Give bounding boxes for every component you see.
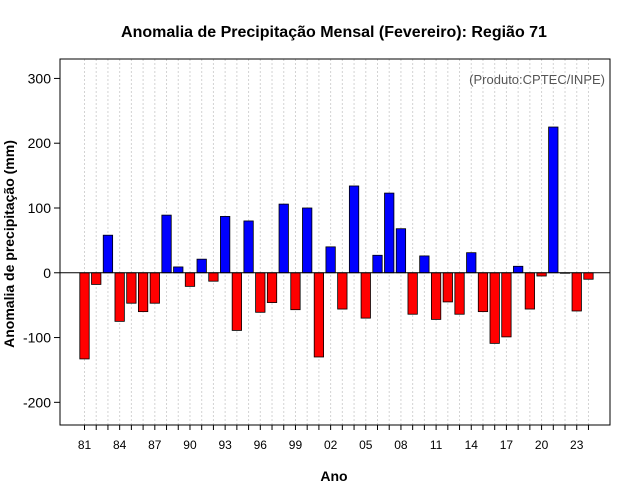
bar-2006 (372, 254, 383, 274)
bar-2007 (384, 192, 395, 274)
bar-1991 (196, 258, 207, 274)
bar-2014 (466, 252, 477, 274)
bar-1994 (231, 272, 242, 331)
bar-2011 (430, 272, 442, 320)
y-tick-label: 0 (43, 265, 51, 281)
x-tick-label: 08 (394, 438, 408, 452)
y-tick-label: -100 (23, 330, 51, 346)
bar-2000 (302, 207, 313, 274)
y-tick-label: 100 (28, 200, 52, 216)
bar-2002 (325, 246, 336, 274)
bar-2018 (513, 265, 524, 274)
x-tick-label: 11 (430, 438, 443, 452)
bar-2013 (454, 272, 465, 315)
x-tick-label: 90 (183, 438, 197, 452)
bar-2016 (489, 272, 500, 344)
bar-2012 (442, 272, 453, 303)
x-axis-label: Ano (320, 468, 347, 484)
x-tick-label: 20 (535, 438, 549, 452)
y-axis-label: Anomalia de precipitação (mm) (1, 140, 17, 348)
bar-2001 (313, 272, 325, 358)
y-tick-label: -200 (23, 394, 51, 410)
bar-2010 (419, 255, 430, 274)
bar-1998 (278, 203, 289, 274)
bar-1988 (161, 214, 172, 274)
x-tick-label: 02 (324, 438, 338, 452)
x-tick-label: 87 (148, 438, 162, 452)
vertical-gridlines (84, 59, 589, 425)
bar-1997 (266, 272, 278, 303)
bar-1995 (243, 220, 254, 274)
x-axis: 81 84 87 90 93 96 99 02 05 08 11 14 17 20 23 (78, 425, 589, 452)
bars-group (79, 126, 594, 360)
bar-2009 (407, 272, 418, 315)
bar-1986 (137, 272, 149, 313)
bar-1982 (91, 272, 102, 285)
bar-1981 (79, 272, 90, 360)
bar-1987 (149, 272, 160, 304)
bar-1984 (114, 272, 125, 322)
bar-1993 (220, 216, 231, 274)
y-tick-label: 300 (28, 70, 52, 86)
x-tick-label: 96 (254, 438, 268, 452)
chart-title: Anomalia de Precipitação Mensal (Feverei… (121, 24, 547, 41)
y-tick-label: 200 (28, 135, 52, 151)
bar-2005 (360, 272, 371, 319)
x-tick-label: 93 (218, 438, 232, 452)
x-tick-label: 99 (289, 438, 303, 452)
bar-2004 (348, 185, 360, 274)
y-axis: -200 -100 0 100 200 300 (23, 70, 60, 410)
bar-1983 (102, 234, 114, 274)
bar-2019 (524, 272, 535, 310)
bar-2023 (571, 272, 582, 312)
product-credit: (Produto:CPTEC/INPE) (469, 72, 605, 87)
bar-1990 (184, 272, 196, 287)
x-tick-label: 81 (78, 438, 92, 452)
bar-1985 (126, 272, 137, 304)
bar-2017 (501, 272, 512, 338)
bar-2021 (548, 126, 559, 274)
bar-1999 (290, 272, 301, 311)
bar-2015 (477, 272, 489, 313)
bar-2024 (583, 272, 594, 280)
x-tick-label: 23 (570, 438, 584, 452)
x-tick-label: 84 (113, 438, 127, 452)
plot-frame (59, 58, 611, 426)
bar-1992 (208, 272, 219, 282)
bar-2008 (395, 228, 407, 274)
x-tick-label: 17 (500, 438, 514, 452)
bar-1996 (255, 272, 266, 313)
x-tick-label: 14 (465, 438, 479, 452)
x-tick-label: 05 (359, 438, 373, 452)
bar-1989 (173, 266, 184, 274)
bar-2003 (337, 272, 348, 310)
